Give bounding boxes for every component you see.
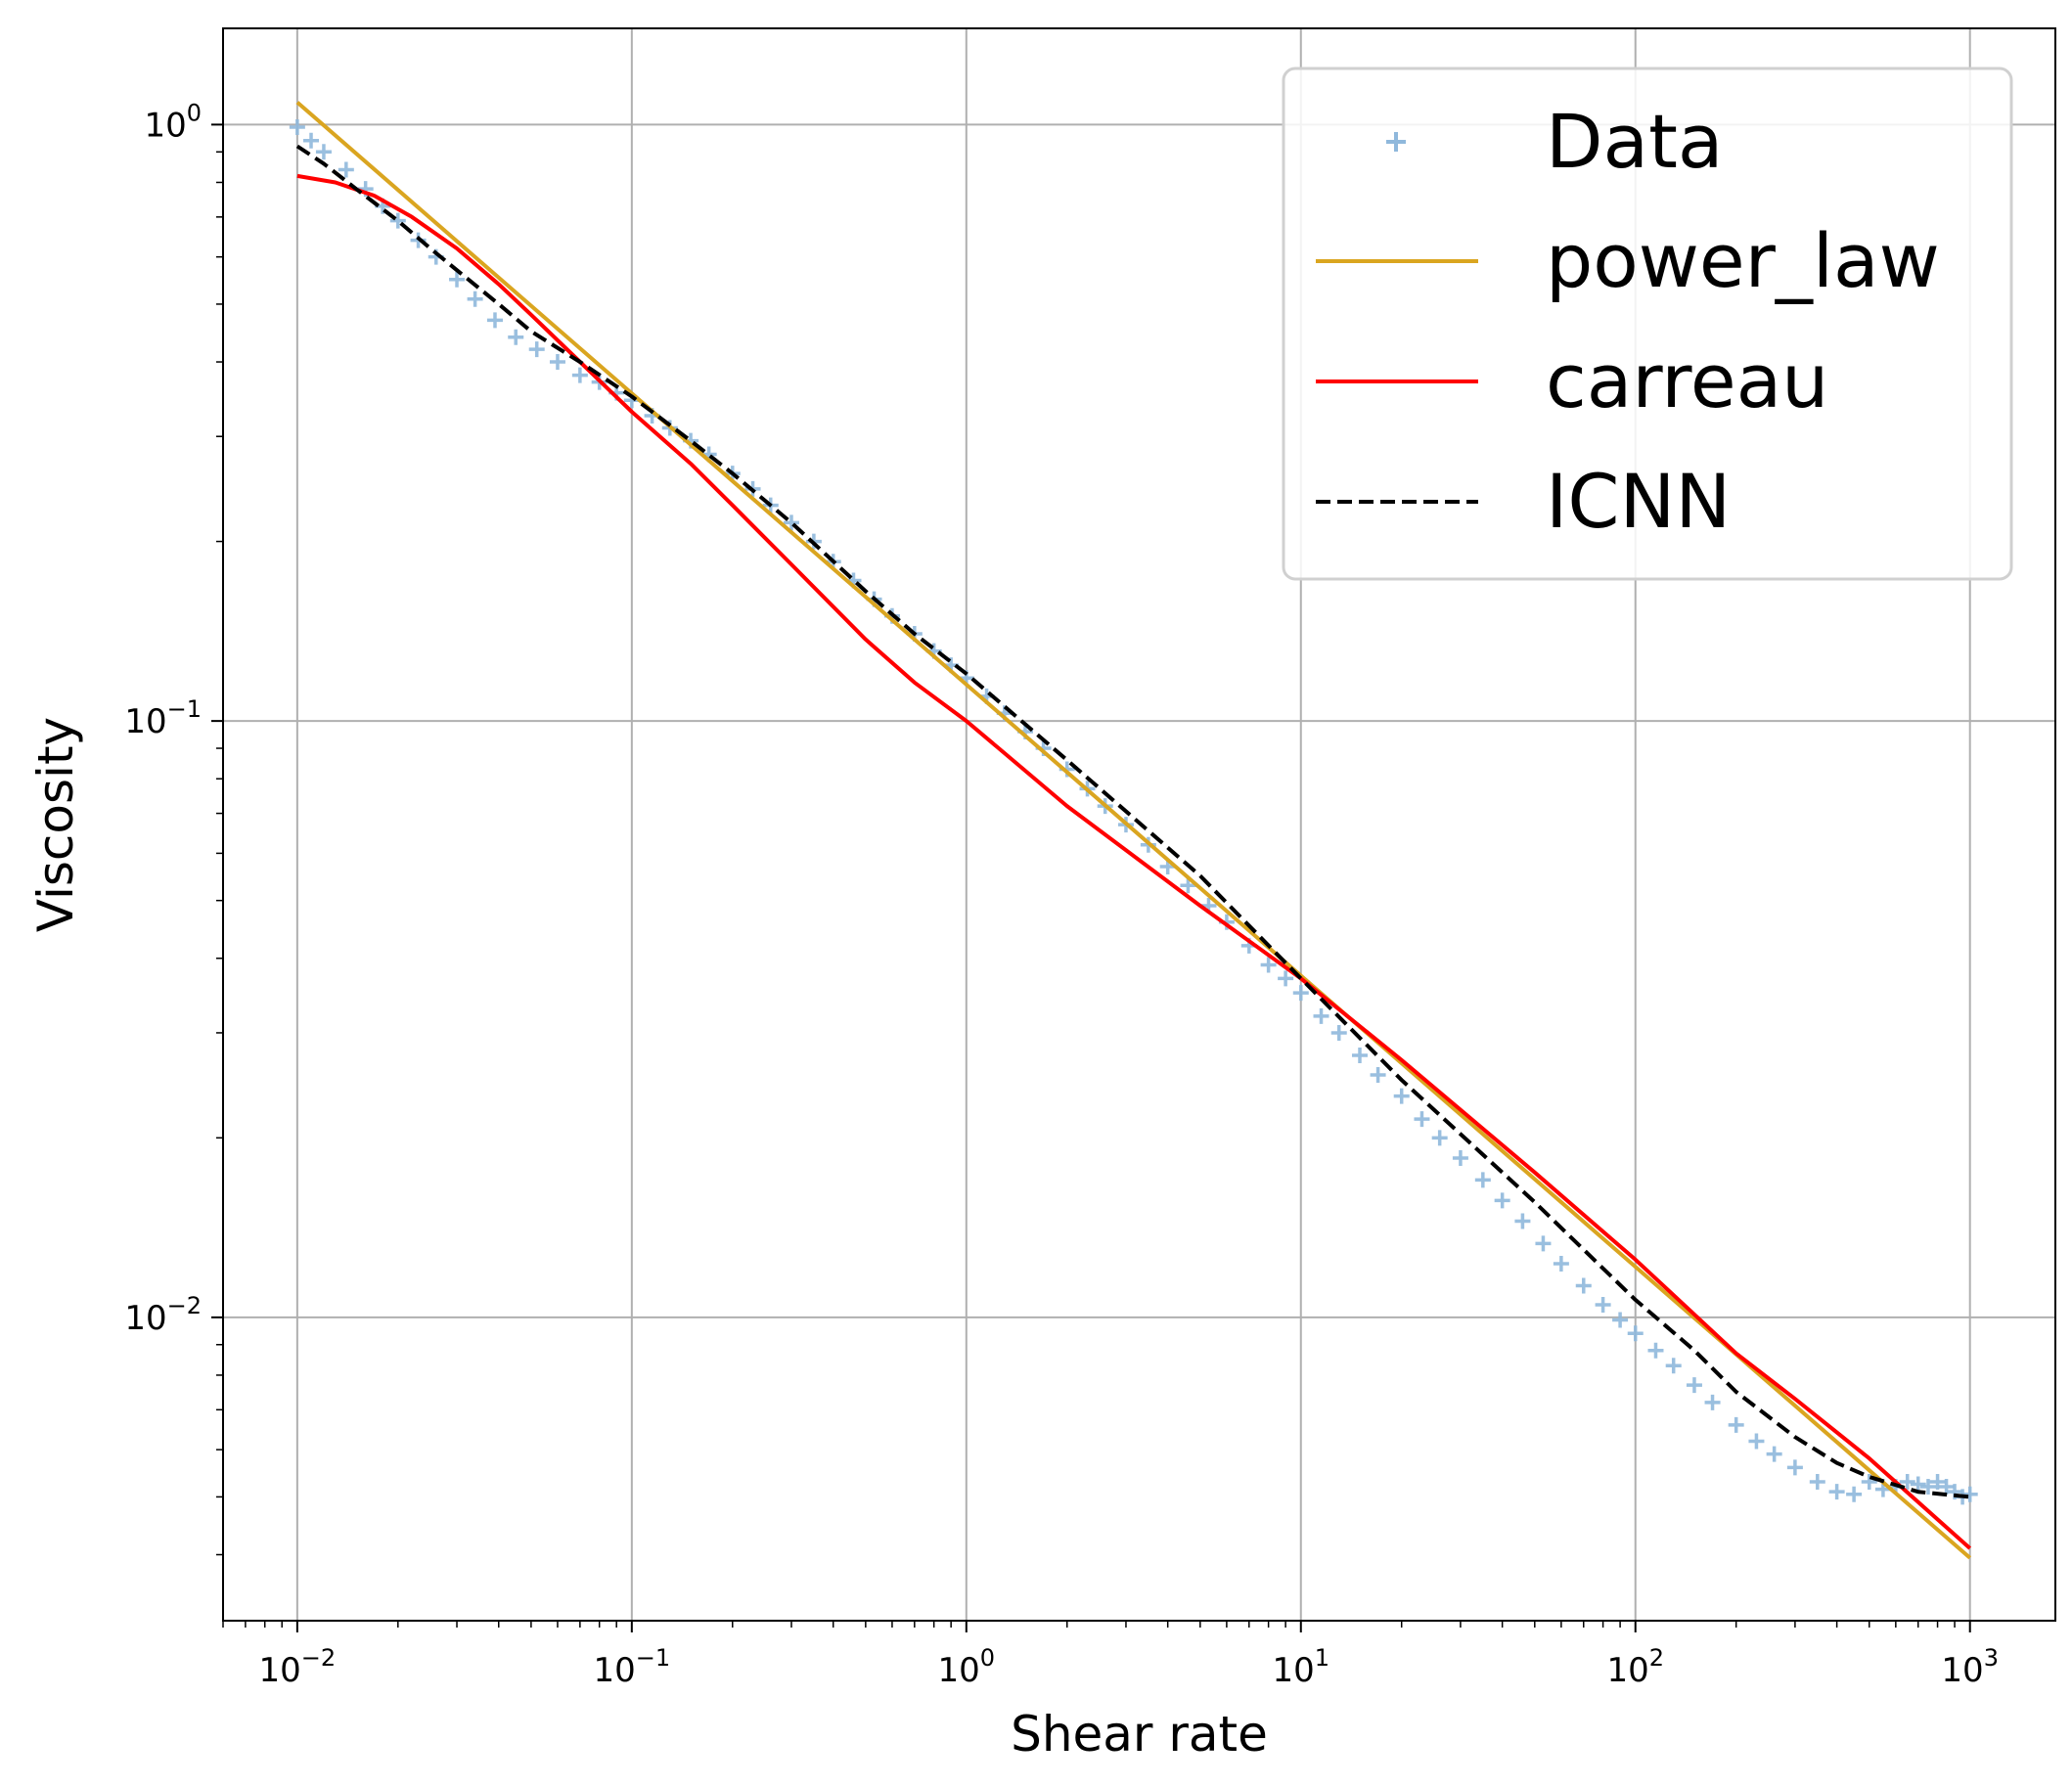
data-point xyxy=(1627,1325,1644,1342)
data-point xyxy=(1910,1476,1926,1493)
data-point xyxy=(1665,1358,1682,1374)
data-point xyxy=(1704,1394,1721,1410)
y-tick-label: 10−2 xyxy=(124,1292,202,1338)
data-point xyxy=(1431,1130,1448,1146)
data-point xyxy=(1351,1047,1368,1063)
legend-label: carreau xyxy=(1546,337,1828,424)
legend-label: ICNN xyxy=(1546,458,1731,545)
data-point xyxy=(1452,1149,1468,1166)
data-point xyxy=(1961,1486,1978,1502)
series-line-power-law xyxy=(295,101,1972,1560)
y-axis-label: Viscosity xyxy=(27,717,84,932)
legend-box xyxy=(1282,67,2013,581)
data-point xyxy=(1414,1111,1430,1128)
data-point xyxy=(467,290,483,307)
legend-label: power_law xyxy=(1546,217,1940,304)
data-point xyxy=(1647,1342,1664,1359)
plot-frame xyxy=(222,27,2056,1622)
data-point xyxy=(1809,1473,1825,1490)
major-tick-layer xyxy=(211,123,1971,1632)
data-point xyxy=(289,119,305,136)
data-point xyxy=(1595,1296,1611,1313)
data-point xyxy=(338,161,354,178)
data-point xyxy=(389,212,406,229)
data-point xyxy=(1929,1473,1946,1490)
legend-entry: power_law xyxy=(1316,217,1940,304)
legend-entry: carreau xyxy=(1316,337,1828,424)
data-point xyxy=(1575,1277,1592,1294)
x-axis-label: Shear rate xyxy=(1011,1706,1268,1763)
data-point xyxy=(1474,1172,1491,1188)
tick-label-layer: 10−2 10−1 100 101 102 103 100 10−1 10−2 xyxy=(124,99,1999,1690)
data-point xyxy=(1919,1479,1936,1496)
data-point xyxy=(549,354,565,371)
data-point xyxy=(1535,1235,1552,1252)
data-point xyxy=(1861,1473,1877,1490)
data-point xyxy=(508,329,524,345)
x-tick-label: 100 xyxy=(938,1644,996,1690)
x-tick-label: 102 xyxy=(1606,1644,1664,1690)
series-line-icnn xyxy=(295,144,1970,1499)
data-point xyxy=(1846,1486,1863,1502)
data-point xyxy=(1786,1459,1803,1476)
data-point xyxy=(303,132,320,149)
data-point xyxy=(449,271,466,288)
data-point xyxy=(1938,1479,1955,1496)
data-point xyxy=(1180,877,1196,894)
data-point xyxy=(315,144,332,160)
data-point xyxy=(1292,985,1309,1002)
data-point xyxy=(528,341,545,358)
data-point xyxy=(1313,1007,1329,1024)
legend-entry: ICNN xyxy=(1316,458,1731,545)
data-point xyxy=(571,367,588,383)
data-point xyxy=(1514,1213,1531,1229)
x-tick-label: 103 xyxy=(1941,1644,1999,1690)
x-tick-label: 101 xyxy=(1272,1644,1329,1690)
legend-marker xyxy=(1386,132,1406,152)
data-point xyxy=(1686,1377,1702,1394)
data-point xyxy=(1370,1066,1386,1083)
series-layer xyxy=(289,101,1978,1560)
x-tick-label: 10−1 xyxy=(594,1644,671,1690)
legend-entry: Data xyxy=(1386,98,1723,185)
data-point xyxy=(486,312,503,329)
data-point xyxy=(1766,1446,1782,1462)
legend-label: Data xyxy=(1546,98,1723,185)
y-tick-label: 100 xyxy=(144,99,202,145)
y-tick-label: 10−1 xyxy=(124,695,202,741)
x-tick-label: 10−2 xyxy=(259,1644,337,1690)
data-point xyxy=(1828,1484,1845,1500)
minor-tick-layer xyxy=(216,151,1956,1628)
data-point xyxy=(783,514,799,531)
data-point xyxy=(1612,1312,1629,1328)
data-point xyxy=(1494,1192,1510,1209)
data-point xyxy=(1393,1088,1410,1104)
series-line-carreau xyxy=(296,173,1972,1550)
data-point xyxy=(1899,1473,1915,1490)
data-point xyxy=(1330,1024,1347,1041)
data-point xyxy=(1728,1416,1744,1433)
data-point xyxy=(1553,1256,1569,1273)
data-point xyxy=(1260,957,1277,973)
data-point xyxy=(1278,970,1294,987)
data-point xyxy=(1748,1433,1765,1450)
